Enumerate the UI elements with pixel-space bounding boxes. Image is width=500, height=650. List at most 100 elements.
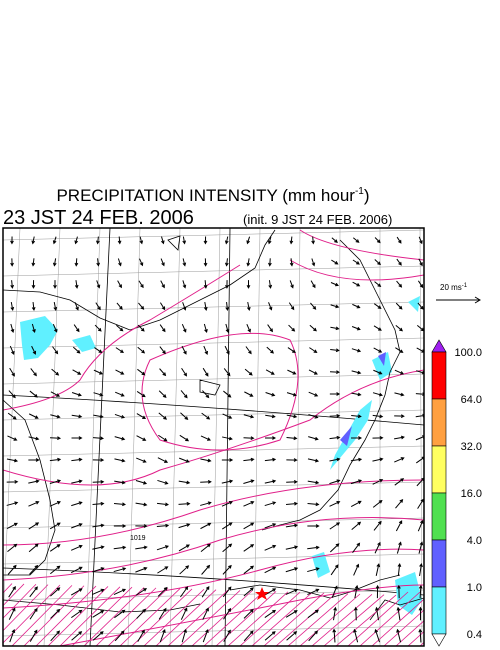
wind-arrow [74,302,79,311]
wind-arrow [352,237,360,243]
wind-arrow [351,326,361,331]
wind-arrow [222,436,233,441]
hatch-line [227,591,289,646]
colorbar-label: 16.0 [461,488,482,500]
wind-arrow [114,480,126,485]
wind-arrow [115,369,125,375]
wind-arrow [31,280,36,289]
vector-legend-sup: -1 [462,283,468,289]
wind-arrow [139,258,144,267]
wind-arrow [94,347,103,354]
wind-arrow [157,479,169,485]
isobars [3,229,424,646]
wind-arrow [9,345,15,355]
wind-arrow [394,457,405,463]
wind-arrow [264,457,277,462]
wind-arrow [243,587,254,597]
wind-arrow [353,563,360,576]
wind-arrow [70,588,83,596]
wind-arrow [246,258,251,267]
wind-arrow [225,280,229,289]
wind-arrow [136,413,147,419]
wind-arrow [179,434,190,442]
meridian [169,228,181,646]
parallel [3,337,424,349]
vector-legend-arrow [436,296,481,304]
wind-arrow [49,501,61,507]
wind-arrow [243,544,255,552]
colorbar-label: 64.0 [461,394,482,406]
hatch-line [3,584,61,644]
vector-legend-label: 20 ms-1 [440,283,468,292]
wind-arrow [180,412,189,420]
wind-arrow [180,586,189,598]
wind-arrow [352,542,361,553]
wind-arrow [6,458,19,463]
wind-arrow [396,236,402,244]
wind-arrow [135,566,148,573]
wind-arrow [159,628,166,643]
wind-arrow [31,323,36,334]
wind-arrow [71,414,83,419]
colorbar-top [431,339,447,353]
wind-arrow [74,258,79,267]
wind-arrow [117,236,122,245]
colorbar-label: 1.0 [467,582,482,594]
wind-arrow [135,524,148,528]
wind-arrow [286,631,298,641]
wind-arrow [31,258,36,267]
wind-arrow [331,259,339,265]
major-lines [3,228,424,646]
star-marker [255,587,269,600]
wind-arrow [352,303,361,309]
wind-arrow [418,584,423,599]
wind-arrow [224,236,229,245]
wind-arrow [200,435,211,441]
wind-arrow [373,369,383,375]
wind-arrow [50,565,61,575]
wind-arrow [310,302,317,310]
wind-arrow [285,523,299,528]
wind-arrow [265,414,276,419]
wind-arrow [180,607,188,620]
wind-arrow [71,609,83,619]
wind-arrow [353,628,359,643]
wind-arrow [74,236,79,245]
wind-arrow [372,499,383,508]
wind-arrow [308,369,318,375]
wind-arrow [49,522,61,530]
wind-arrow [222,413,233,419]
wind-arrow [10,280,15,289]
wind-arrow [396,628,402,643]
wind-arrow [289,258,294,267]
wind-arrow [330,282,339,287]
wind-arrow [137,629,145,642]
wind-arrow [351,414,362,419]
wind-arrow [114,609,126,619]
wind-arrow [182,280,187,289]
wind-arrow [307,567,320,573]
wind-arrow [375,606,380,621]
hatch-line [167,589,229,646]
colorbar-segment [431,539,447,588]
wind-arrow [73,324,80,333]
wind-arrow [156,502,169,507]
wind-arrow [223,368,231,377]
wind-arrow [350,500,362,508]
wind-arrow [264,544,277,551]
title: PRECIPITATION INTENSITY (mm hour-1) [56,186,369,205]
wind-arrow [117,258,122,267]
wind-arrow [70,566,83,574]
wind-arrow [267,324,273,333]
hatch-line [3,584,49,632]
wind-arrow [92,480,105,484]
wind-arrow [136,390,146,398]
parallel [3,445,424,457]
wind-arrow [113,588,127,596]
wind-arrow [113,545,127,550]
wind-arrow [53,280,57,289]
hatch-line [407,631,424,646]
wind-arrow [307,524,320,528]
wind-arrow [373,520,382,531]
wind-arrow [156,523,170,528]
